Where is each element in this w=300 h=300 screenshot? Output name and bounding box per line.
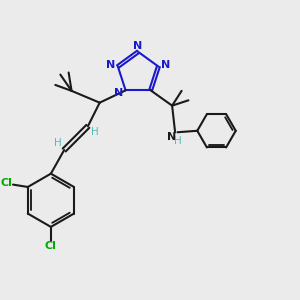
Text: Cl: Cl [45, 242, 57, 251]
Text: N: N [134, 41, 143, 52]
Text: N: N [167, 132, 176, 142]
Text: N: N [106, 60, 116, 70]
Text: H: H [174, 136, 181, 146]
Text: H: H [91, 127, 99, 137]
Text: H: H [54, 139, 61, 148]
Text: N: N [114, 88, 123, 98]
Text: Cl: Cl [1, 178, 13, 188]
Text: N: N [161, 60, 170, 70]
